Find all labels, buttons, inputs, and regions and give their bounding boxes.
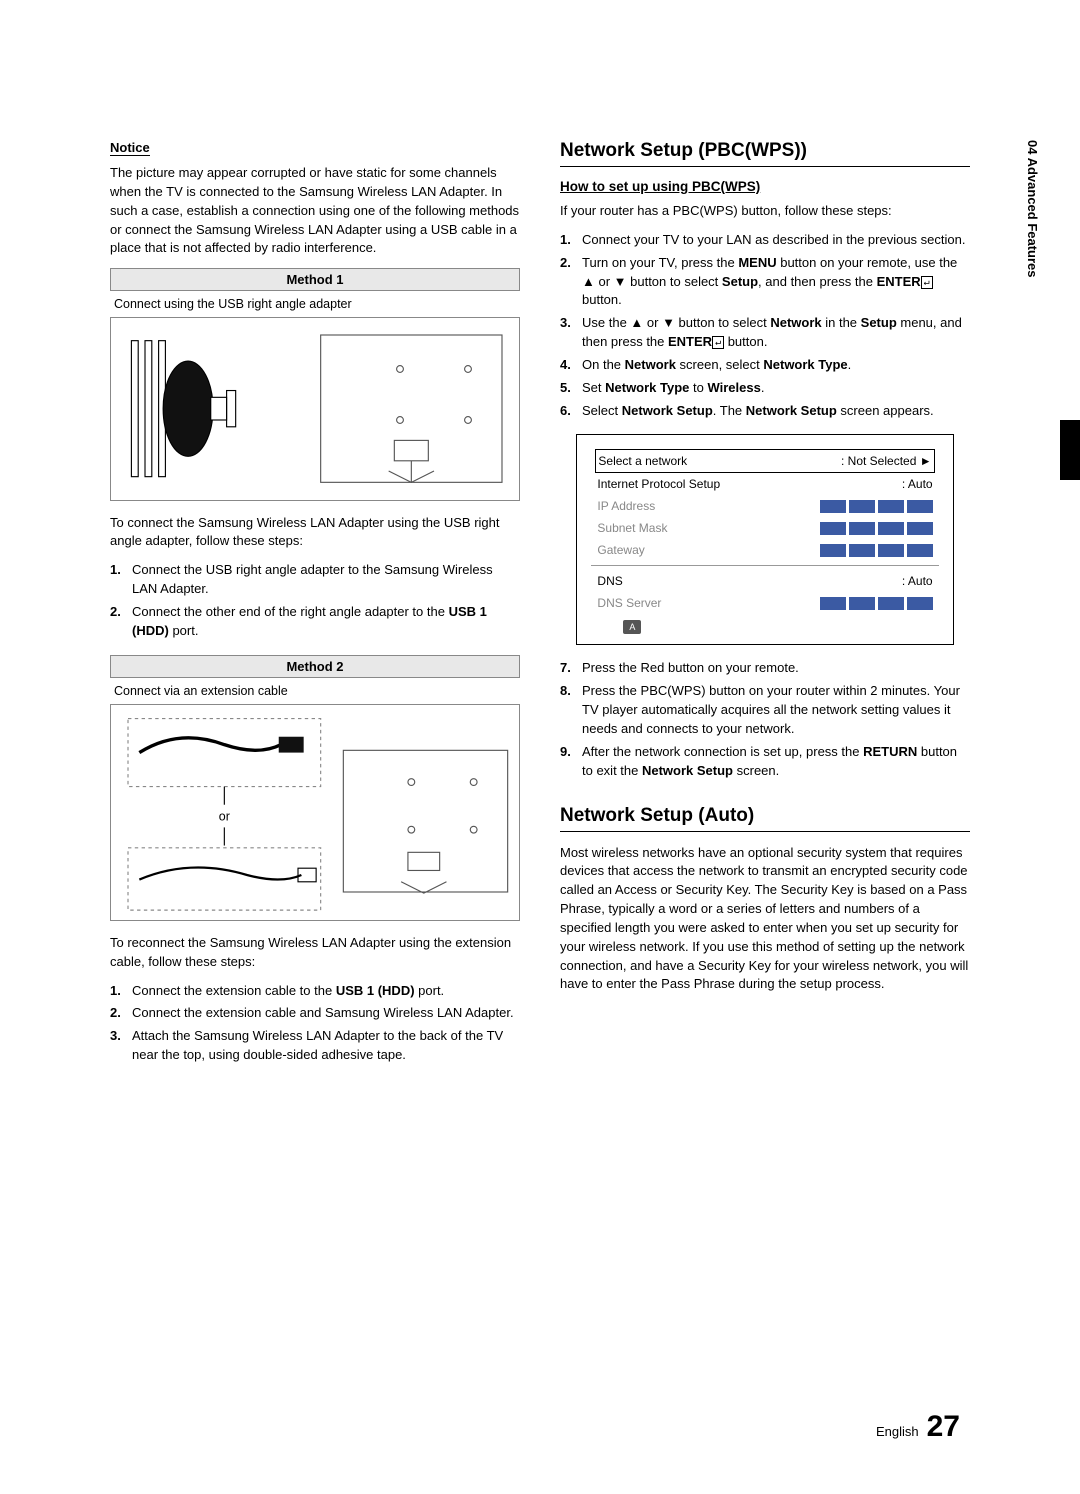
pbc-steps-cont: Press the Red button on your remote. Pre… — [560, 659, 970, 780]
network-setup-screen: Select a network: Not Selected ►Internet… — [576, 434, 953, 645]
or-label: or — [219, 809, 230, 823]
list-item: After the network connection is set up, … — [560, 743, 970, 781]
section-heading-pbc: Network Setup (PBC(WPS)) — [560, 140, 970, 167]
list-item: On the Network screen, select Network Ty… — [560, 356, 970, 375]
two-column-layout: Notice The picture may appear corrupted … — [110, 140, 970, 1079]
method2-header: Method 2 — [110, 655, 520, 678]
enter-icon: ↵ — [921, 276, 933, 289]
screen-row: Select a network: Not Selected ► — [595, 449, 934, 473]
list-item: Connect the other end of the right angle… — [110, 603, 520, 641]
auto-paragraph: Most wireless networks have an optional … — [560, 844, 970, 995]
method1-caption: Connect using the USB right angle adapte… — [110, 291, 520, 317]
subheading-pbc: How to set up using PBC(WPS) — [560, 179, 760, 194]
screen-row: Gateway — [595, 539, 934, 561]
page-footer: English 27 — [876, 1410, 960, 1444]
screen-row: IP Address — [595, 495, 934, 517]
list-item: Set Network Type to Wireless. — [560, 379, 970, 398]
screen-row: DNS Server — [595, 592, 934, 614]
section-tab: 04 Advanced Features — [1025, 140, 1040, 278]
list-item: Turn on your TV, press the MENU button o… — [560, 254, 970, 311]
left-column: Notice The picture may appear corrupted … — [110, 140, 520, 1079]
notice-heading: Notice — [110, 140, 150, 156]
list-item: Connect the USB right angle adapter to t… — [110, 561, 520, 599]
list-item: Press the Red button on your remote. — [560, 659, 970, 678]
list-item: Select Network Setup. The Network Setup … — [560, 402, 970, 421]
list-item: Use the ▲ or ▼ button to select Network … — [560, 314, 970, 352]
method2-caption: Connect via an extension cable — [110, 678, 520, 704]
enter-icon: ↵ — [712, 336, 724, 349]
screen-row: Internet Protocol Setup: Auto — [595, 473, 934, 495]
section-heading-auto: Network Setup (Auto) — [560, 805, 970, 832]
method2-diagram: or — [110, 704, 520, 921]
method2-steps: Connect the extension cable to the USB 1… — [110, 982, 520, 1065]
edge-tab — [1060, 420, 1080, 480]
screen-a-button: A — [623, 620, 641, 634]
footer-language: English — [876, 1424, 919, 1439]
list-item: Press the PBC(WPS) button on your router… — [560, 682, 970, 739]
notice-paragraph: The picture may appear corrupted or have… — [110, 164, 520, 258]
page-number: 27 — [927, 1410, 960, 1444]
method2-intro: To reconnect the Samsung Wireless LAN Ad… — [110, 934, 520, 972]
screen-row: DNS: Auto — [595, 570, 934, 592]
right-column: Network Setup (PBC(WPS)) How to set up u… — [560, 140, 970, 1079]
list-item: Connect your TV to your LAN as described… — [560, 231, 970, 250]
method1-steps: Connect the USB right angle adapter to t… — [110, 561, 520, 640]
screen-row: Subnet Mask — [595, 517, 934, 539]
method1-intro: To connect the Samsung Wireless LAN Adap… — [110, 514, 520, 552]
list-item: Connect the extension cable and Samsung … — [110, 1004, 520, 1023]
method1-header: Method 1 — [110, 268, 520, 291]
pbc-steps: Connect your TV to your LAN as described… — [560, 231, 970, 421]
list-item: Connect the extension cable to the USB 1… — [110, 982, 520, 1001]
pbc-intro: If your router has a PBC(WPS) button, fo… — [560, 202, 970, 221]
list-item: Attach the Samsung Wireless LAN Adapter … — [110, 1027, 520, 1065]
method1-diagram — [110, 317, 520, 500]
